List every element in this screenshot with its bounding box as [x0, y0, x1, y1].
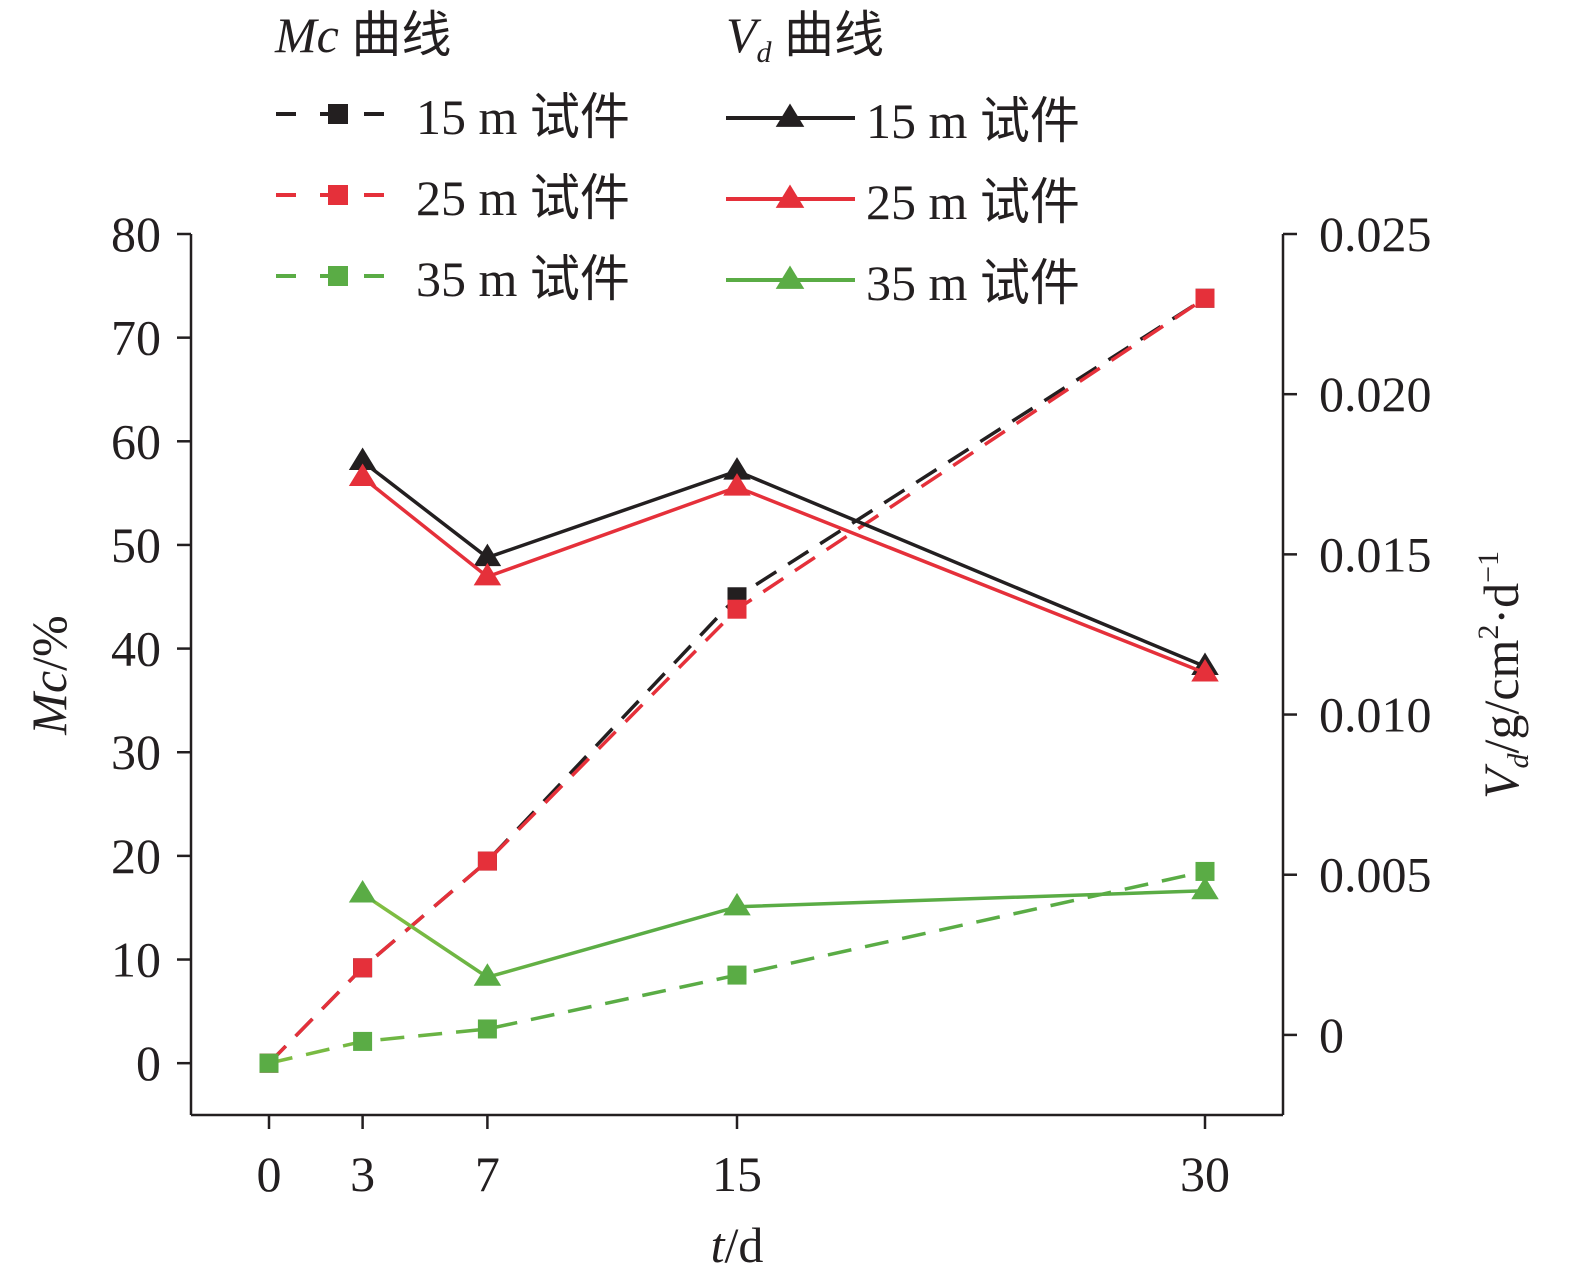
right-tick-label: 0.025: [1319, 206, 1432, 262]
legend-item-mc-0: 15 m 试件: [276, 89, 630, 145]
data-point: [477, 851, 497, 871]
legend-marker: [328, 185, 348, 205]
data-point: [727, 599, 747, 619]
right-tick-label: 0: [1319, 1007, 1344, 1063]
data-point: [1191, 658, 1219, 682]
x-tick-label: 7: [475, 1146, 500, 1202]
legend-label: 25 m 试件: [866, 174, 1080, 230]
series-line: [361, 460, 1206, 669]
data-point: [1191, 876, 1219, 900]
data-point: [723, 473, 751, 496]
legend-marker: [775, 265, 805, 289]
series-line: [267, 296, 1206, 1065]
data-point: [353, 958, 373, 978]
data-point: [473, 543, 502, 567]
legend-item-mc-2: 35 m 试件: [276, 251, 630, 307]
legend-marker: [775, 184, 805, 208]
data-point: [473, 562, 502, 586]
x-tick-label: 3: [350, 1146, 375, 1202]
chart-ticks: 0102030405060708000.0050.0100.0150.0200.…: [111, 206, 1432, 1202]
legend-label: 15 m 试件: [416, 89, 630, 145]
right-tick-label: 0.015: [1319, 526, 1432, 582]
series-mc-2: [259, 861, 1215, 1073]
right-axis-title: Vd/g/cm2·d−1: [1472, 551, 1535, 799]
data-point: [1195, 861, 1215, 881]
left-tick-label: 40: [111, 621, 161, 677]
series-line: [267, 296, 1206, 1065]
x-tick-label: 0: [257, 1146, 282, 1202]
series-mc-1: [259, 288, 1215, 1073]
chart-axis-titles: t/d Mc/% Vd/g/cm2·d−1: [21, 551, 1535, 1273]
data-point: [477, 1019, 497, 1039]
x-axis-title: t/d: [711, 1217, 764, 1273]
series-vd-3: [348, 447, 1219, 676]
legend-marker: [328, 104, 348, 124]
series-vd-4: [348, 463, 1219, 682]
legend-label: 35 m 试件: [416, 251, 630, 307]
left-axis-title: Mc/%: [21, 615, 77, 735]
legend-vd-title: Vd 曲线: [726, 7, 884, 69]
legend-marker: [328, 266, 348, 286]
data-point: [348, 463, 377, 487]
data-point: [727, 965, 747, 985]
right-tick-label: 0.010: [1319, 687, 1432, 743]
x-tick-label: 30: [1180, 1146, 1230, 1202]
legend-marker: [775, 103, 805, 127]
legend-item-mc-1: 25 m 试件: [276, 170, 630, 226]
left-tick-label: 50: [111, 517, 161, 573]
x-tick-label: 15: [712, 1146, 762, 1202]
data-point: [348, 447, 377, 471]
data-point: [353, 1031, 373, 1051]
legend-item-vd-2: 35 m 试件: [726, 255, 1080, 311]
series-line: [361, 888, 1206, 979]
left-tick-label: 10: [111, 932, 161, 988]
data-point: [348, 879, 377, 903]
data-point: [723, 892, 751, 916]
right-tick-label: 0.005: [1319, 847, 1432, 903]
data-point: [1195, 288, 1215, 308]
left-tick-label: 30: [111, 724, 161, 780]
left-tick-label: 70: [111, 310, 161, 366]
left-tick-label: 80: [111, 206, 161, 262]
chart-series: [259, 288, 1219, 1073]
legend-label: 25 m 试件: [416, 170, 630, 226]
data-point: [473, 963, 502, 986]
legend-mc-title: Mc 曲线: [274, 7, 451, 63]
data-point: [723, 457, 751, 480]
chart-legend: Mc 曲线 Vd 曲线 15 m 试件 25 m 试件 35 m 试件 15 m 试件 25…: [274, 7, 1080, 311]
series-mc-0: [259, 288, 1215, 1073]
legend-item-vd-0: 15 m 试件: [726, 93, 1080, 149]
series-vd-5: [348, 876, 1219, 986]
legend-label: 15 m 试件: [866, 93, 1080, 149]
right-tick-label: 0.020: [1319, 366, 1432, 422]
legend-item-vd-1: 25 m 试件: [726, 174, 1080, 230]
data-point: [259, 1053, 279, 1073]
left-tick-label: 0: [136, 1035, 161, 1091]
series-line: [361, 476, 1206, 675]
left-tick-label: 60: [111, 413, 161, 469]
left-tick-label: 20: [111, 828, 161, 884]
legend-label: 35 m 试件: [866, 255, 1080, 311]
